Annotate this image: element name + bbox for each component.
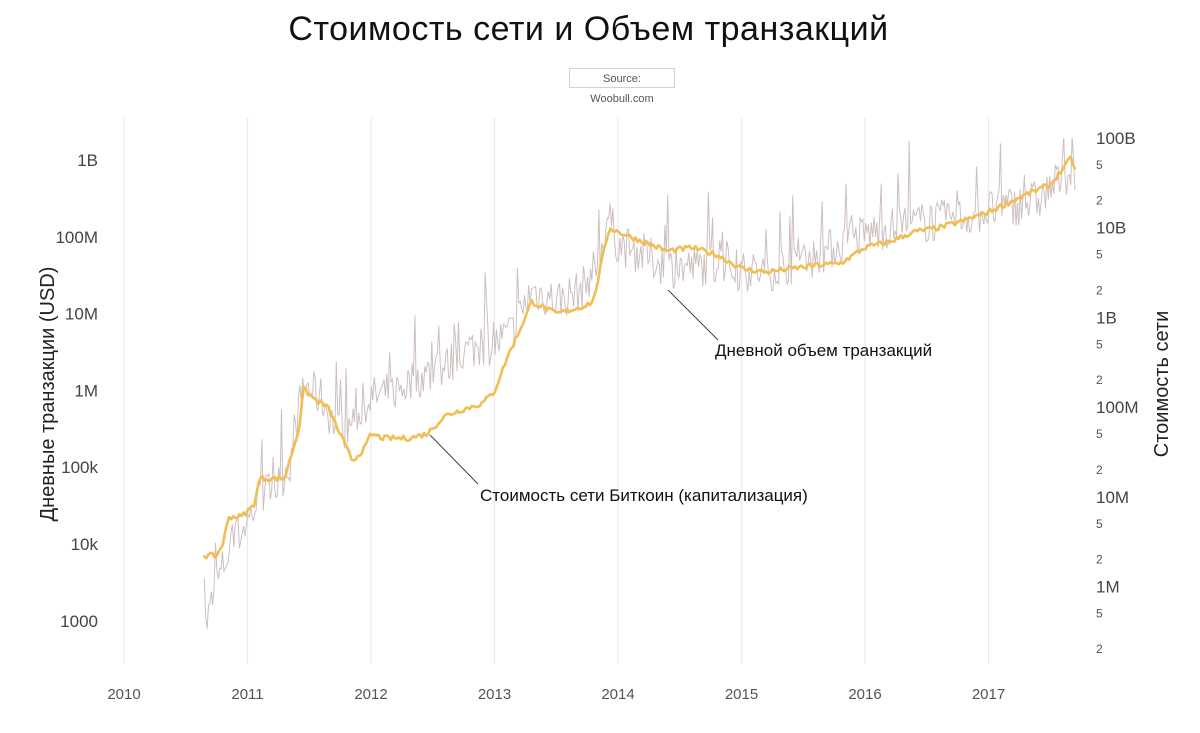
right-minor-tick: 2 [1096,373,1103,387]
x-tick-label: 2013 [478,686,511,703]
left-tick-label: 1M [74,381,98,400]
x-tick-label: 2012 [354,686,387,703]
annotation-volume: Дневной объем транзакций [715,341,932,360]
right-minor-tick: 5 [1096,248,1103,262]
source-badge[interactable]: Source: Woobull.com [569,68,675,105]
right-tick-label: 10B [1096,219,1126,238]
right-tick-label: 100B [1096,129,1136,148]
left-tick-label: 10M [65,305,98,324]
annotation-leader-cap [429,434,479,485]
series-group [203,137,1077,629]
x-tick-label: 2015 [725,686,758,703]
chart-title: Стоимость сети и Объем транзакций [288,10,889,48]
annotation-leader-volume [667,289,719,341]
right-minor-tick: 2 [1096,463,1103,477]
right-minor-tick: 2 [1096,194,1103,208]
annotations: Дневной объем транзакций Стоимость сети … [429,289,932,505]
right-minor-tick: 5 [1096,517,1103,531]
x-tick-label: 2010 [107,686,140,703]
x-tick-label: 2016 [848,686,881,703]
x-tick-label: 2014 [601,686,634,703]
right-minor-tick: 5 [1096,607,1103,621]
right-tick-label: 10M [1096,488,1129,507]
left-tick-label: 1B [77,151,98,170]
right-minor-tick: 5 [1096,427,1103,441]
left-tick-label: 100M [55,228,98,247]
right-minor-tick: 5 [1096,158,1103,172]
x-tick-label: 2017 [972,686,1005,703]
right-axis-ticks: 1M 10M 100M 1B 10B 100B 2 5 2 5 2 5 2 5 2 5 2 5 [1096,129,1139,656]
left-tick-label: 100k [61,458,98,477]
vertical-grid [123,118,990,664]
x-axis-ticks: 2010 2011 2012 2013 2014 2015 2016 2017 [107,686,1005,703]
left-axis-title: Дневные транзакции (USD) [37,267,59,522]
series-daily-volume-line [203,137,1076,629]
right-axis-title: Стоимость сети [1151,311,1173,457]
x-tick-label: 2011 [231,686,263,703]
left-tick-label: 1000 [60,612,98,631]
right-tick-label: 1B [1096,308,1117,327]
annotation-cap: Стоимость сети Биткоин (капитализация) [480,486,808,505]
right-minor-tick: 2 [1096,642,1103,656]
right-minor-tick: 2 [1096,283,1103,297]
left-axis-ticks: 1000 10k 100k 1M 10M 100M 1B [55,151,98,631]
left-tick-label: 10k [71,535,99,554]
right-minor-tick: 5 [1096,337,1103,351]
right-tick-label: 1M [1096,578,1120,597]
right-tick-label: 100M [1096,398,1139,417]
series-network-value-line [203,155,1077,560]
right-minor-tick: 2 [1096,552,1103,566]
